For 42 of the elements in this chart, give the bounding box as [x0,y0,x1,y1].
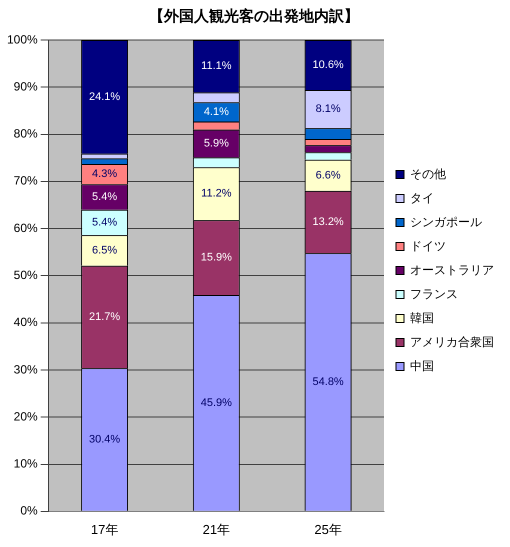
y-tick-label: 60% [14,220,38,235]
data-label: 4.1% [204,106,230,118]
data-label: 45.9% [200,396,232,409]
legend-label: シンガポール [410,214,482,229]
data-label: 8.1% [316,103,341,116]
data-label: 5.4% [92,216,118,228]
data-label: 15.9% [200,252,232,264]
y-tick-label: 40% [14,315,38,330]
data-label: 13.2% [312,216,344,228]
y-tick-label: 30% [14,362,38,376]
y-tick-label: 20% [14,409,38,424]
x-tick-label: 17年 [90,522,118,537]
legend-label: オーストラリア [410,262,494,277]
data-label: 24.1% [88,90,120,103]
legend-label: その他 [410,166,446,181]
data-label: 5.4% [92,191,118,204]
data-label: 5.9% [204,138,230,150]
data-label: 21.7% [88,310,120,323]
legend-label: 韓国 [410,310,434,325]
y-tick-label: 70% [14,174,38,188]
legend-label: アメリカ合衆国 [410,334,494,349]
data-label: 6.5% [92,244,118,257]
y-tick-label: 50% [14,268,38,282]
legend-label: 中国 [410,358,434,373]
y-tick-label: 90% [14,79,38,94]
data-label: 30.4% [88,434,120,446]
x-tick-label: 25年 [314,522,342,537]
x-tick-label: 21年 [202,522,230,537]
data-label: 10.6% [312,59,344,72]
data-label: 54.8% [312,376,344,388]
data-label: 4.3% [92,168,118,180]
chart-title: 【外国人観光客の出発地内訳】 [149,7,359,26]
y-tick-label: 10% [14,456,38,471]
y-tick-label: 100% [6,32,38,46]
y-tick-label: 80% [14,126,38,141]
data-label: 11.2% [201,188,232,200]
legend-label: フランス [410,286,458,301]
legend-label: タイ [410,190,434,205]
legend-label: ドイツ [410,238,446,253]
data-label: 11.1% [201,60,232,72]
data-label: 6.6% [316,169,341,182]
y-tick-label: 0% [20,504,38,518]
